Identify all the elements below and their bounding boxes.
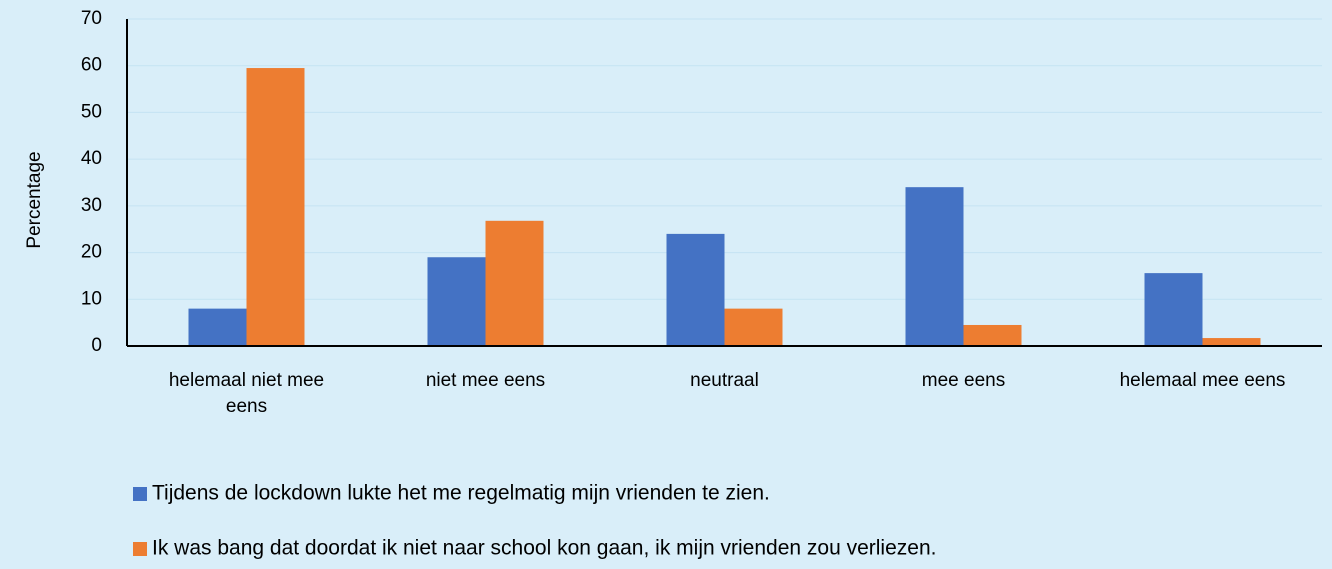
bar [1144, 273, 1203, 346]
y-axis-label: Percentage [24, 151, 45, 248]
legend-label: Tijdens de lockdown lukte het me regelma… [152, 482, 770, 505]
bar [188, 308, 247, 346]
bar [1202, 338, 1261, 346]
x-tick-label: helemaal mee eens [1119, 370, 1286, 391]
y-tick-label: 0 [91, 335, 102, 356]
y-tick-label: 40 [81, 148, 102, 169]
x-tick-label: niet mee eens [425, 370, 546, 391]
x-tick-label: helemaal niet mee eens [168, 370, 325, 417]
y-tick-label: 20 [81, 242, 102, 263]
bar [724, 308, 783, 346]
y-tick-label: 10 [81, 288, 102, 309]
x-tick-label: neutraal [690, 370, 759, 391]
bar [905, 187, 964, 346]
bar [666, 233, 725, 346]
legend-label: Ik was bang dat doordat ik niet naar sch… [152, 537, 936, 560]
legend-swatch [133, 542, 147, 556]
y-tick-label: 60 [81, 55, 102, 76]
y-tick-label: 30 [81, 195, 102, 216]
x-tick-label: mee eens [921, 370, 1006, 391]
bar [427, 257, 486, 346]
bar [485, 220, 544, 346]
bar [963, 324, 1022, 346]
y-tick-label: 70 [81, 8, 102, 29]
bar [246, 68, 305, 347]
y-tick-label: 50 [81, 101, 102, 122]
legend-swatch [133, 487, 147, 501]
